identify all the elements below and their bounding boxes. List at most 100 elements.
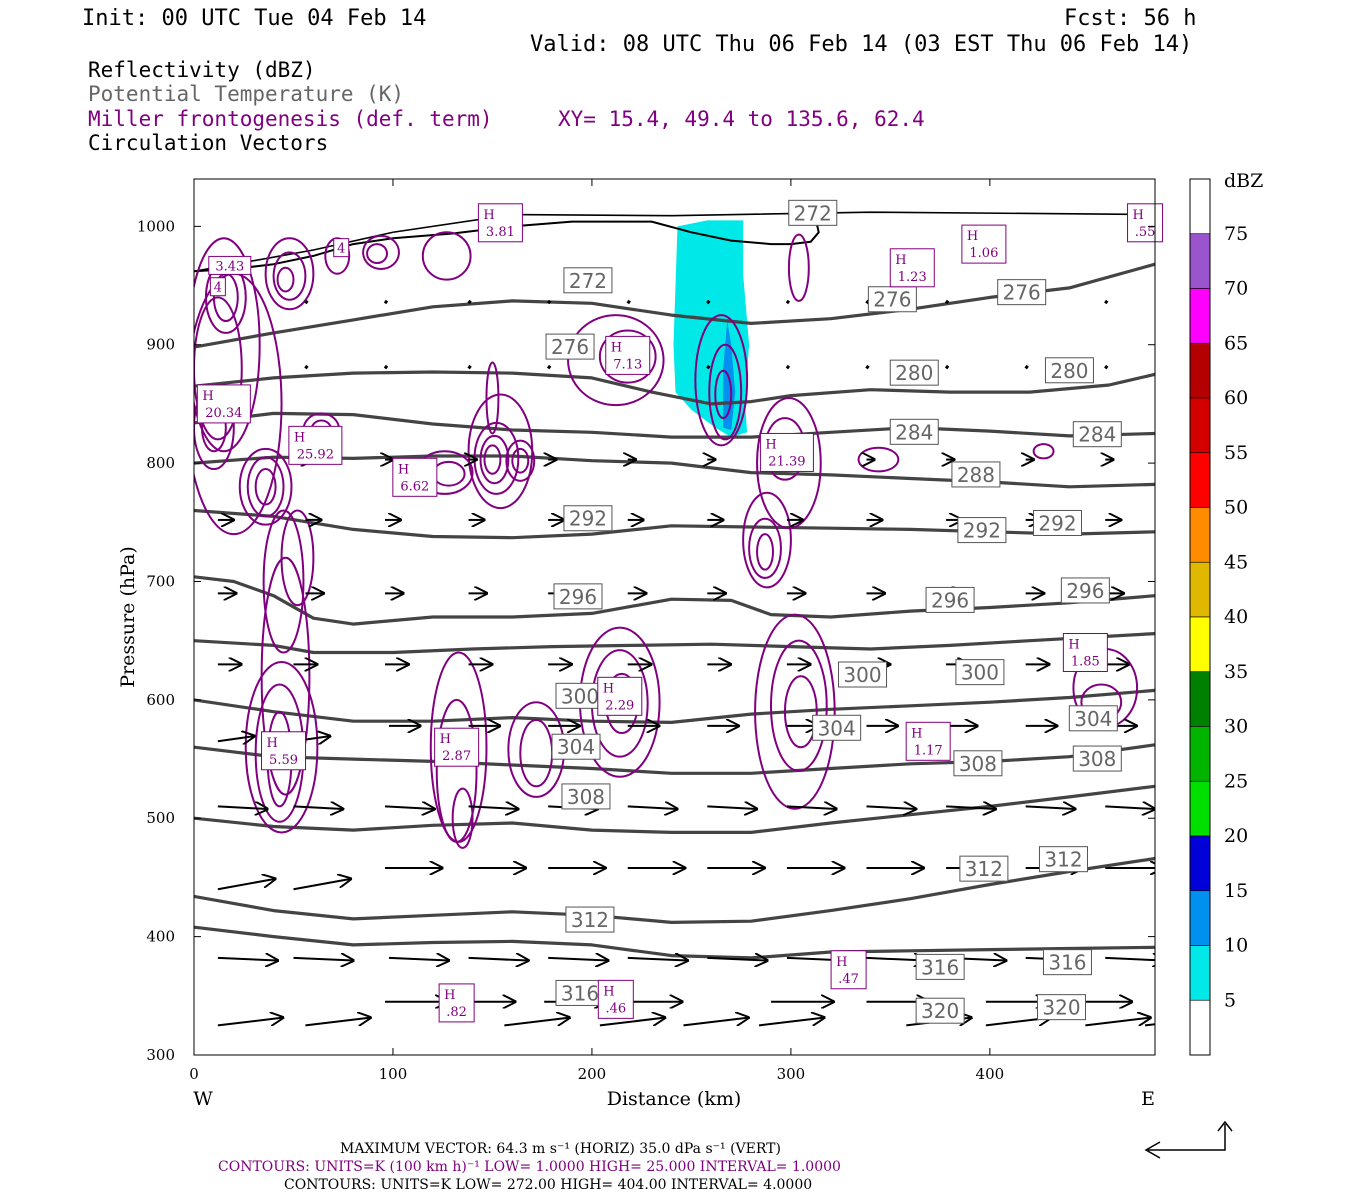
fronto-max-value: .55 [1135,225,1156,240]
fronto-max-value: 1.85 [1071,655,1100,670]
theta-label-text: 312 [571,908,609,932]
x-tick-label: 300 [777,1065,806,1083]
fronto-contour-18 [429,651,488,843]
fronto-max-box [438,983,475,1023]
vector-arrow [1105,958,1155,961]
colorbar-label: 55 [1224,442,1248,464]
vector-arrow [1104,364,1109,370]
colorbar-label: 20 [1224,825,1248,847]
theta-label-box [915,997,965,1024]
colorbar-label: 25 [1224,770,1248,792]
fronto-max-label: H 21.39 [759,432,814,472]
vector-arrow [548,958,608,961]
fronto-max-letter: H [483,208,494,223]
fronto-max-value: 6.62 [400,479,429,494]
vector-arrow [627,806,677,809]
theta-label: 312 [1038,846,1088,873]
fronto-max-value: 5.59 [269,753,298,768]
theta-label-text: 292 [569,507,607,531]
fronto-contour-59 [421,231,472,281]
theta-label-text: 284 [895,420,933,444]
fronto-contour-38 [748,517,782,579]
fronto-contour-29 [431,460,466,487]
vector-arrow [383,364,389,370]
theta-label-text: 288 [957,463,995,487]
theta-label-text: 312 [965,857,1003,881]
theta-label: 280 [889,359,939,386]
vector-arrow [1105,806,1154,809]
field-reflectivity: Reflectivity (dBZ) [88,58,316,82]
colorbar-swatch [1189,835,1211,892]
vector-arrow [304,299,309,305]
theta-label-box [563,267,613,294]
theta-label: 316 [555,979,605,1006]
colorbar-swatch [1189,945,1211,1001]
theta-label-text: 292 [1038,511,1076,535]
y-tick-label: 400 [146,928,175,946]
fronto-max-value: 2.29 [605,698,634,713]
fronto-contour-26 [754,613,836,810]
theta-label: 304 [551,733,601,760]
vector-arrow [304,364,309,370]
vector-arrow [384,806,434,809]
vector-arrow [706,299,711,305]
theta-label-text: 308 [1078,747,1116,771]
theta-label-box [1038,846,1088,873]
vector-arrow [467,299,472,305]
fronto-max-label: H 7.13 [605,335,651,375]
theta-label: 272 [788,199,838,226]
plot-frame [193,178,1156,1056]
vector-arrow [467,364,472,370]
theta-label: 276 [867,286,917,313]
fronto-max-box [477,203,523,243]
fronto-contour-37 [756,533,774,571]
fronto-max-value: 1.06 [969,246,998,261]
vector-arrow [217,736,254,741]
theta-label-text: 300 [843,663,881,687]
fronto-max-letter: H [603,984,614,999]
colorbar-label: 65 [1224,332,1248,354]
fronto-max-box [759,432,814,472]
fronto-small-label: 4 [209,277,226,297]
fronto-contour-16 [451,787,474,849]
theta-label-box [1036,994,1086,1021]
fronto-contour-3 [260,556,311,796]
fronto-max-label: H .46 [597,979,634,1019]
theta-label: 312 [565,906,615,933]
theta-label-text: 316 [921,955,959,979]
theta-label-box [1072,745,1122,772]
y-tick-label: 900 [146,336,175,354]
vector-arrow [1085,1018,1150,1027]
fronto-max-letter: H [440,732,451,747]
fronto-max-label: H 3.81 [477,203,523,243]
fronto-max-box [597,676,643,716]
vector-arrow [944,299,950,305]
reference-vector-icon [1144,1120,1233,1159]
colorbar-label: 75 [1224,223,1248,245]
theta-label-text: 304 [818,716,856,740]
colorbar-swatch [1189,233,1211,289]
fronto-small-text: 3.43 [215,259,244,274]
x-axis-west-label: W [193,1088,213,1110]
vector-arrow [1024,364,1029,370]
vector-arrow [1104,299,1109,305]
fronto-contour-34 [511,447,530,474]
valid-time: Valid: 08 UTC Thu 06 Feb 14 (03 EST Thu … [530,32,1192,57]
forecast-hour: Fcst: 56 h [1064,6,1196,31]
theta-label: 272 [563,267,613,294]
theta-contour-320 [194,925,1155,960]
fronto-max-box [605,335,651,375]
fronto-max-label: H 2.87 [434,727,480,767]
fronto-contour-31 [483,444,502,475]
fronto-contour-44 [1032,443,1055,460]
theta-label-text: 280 [1050,359,1088,383]
fronto-max-label: H 25.92 [288,425,343,465]
theta-label-box [553,583,603,610]
vector-arrow [707,958,767,961]
fronto-contour-60 [485,361,500,435]
contour-label-layer: 320 320 316 316 316 312 312 312 308 308 308 304 304 3… [196,199,1164,1024]
vector-arrow [383,299,389,305]
x-tick-label: 100 [379,1065,408,1083]
fronto-contour-58 [787,233,810,302]
fronto-max-label: H 6.62 [392,457,438,497]
